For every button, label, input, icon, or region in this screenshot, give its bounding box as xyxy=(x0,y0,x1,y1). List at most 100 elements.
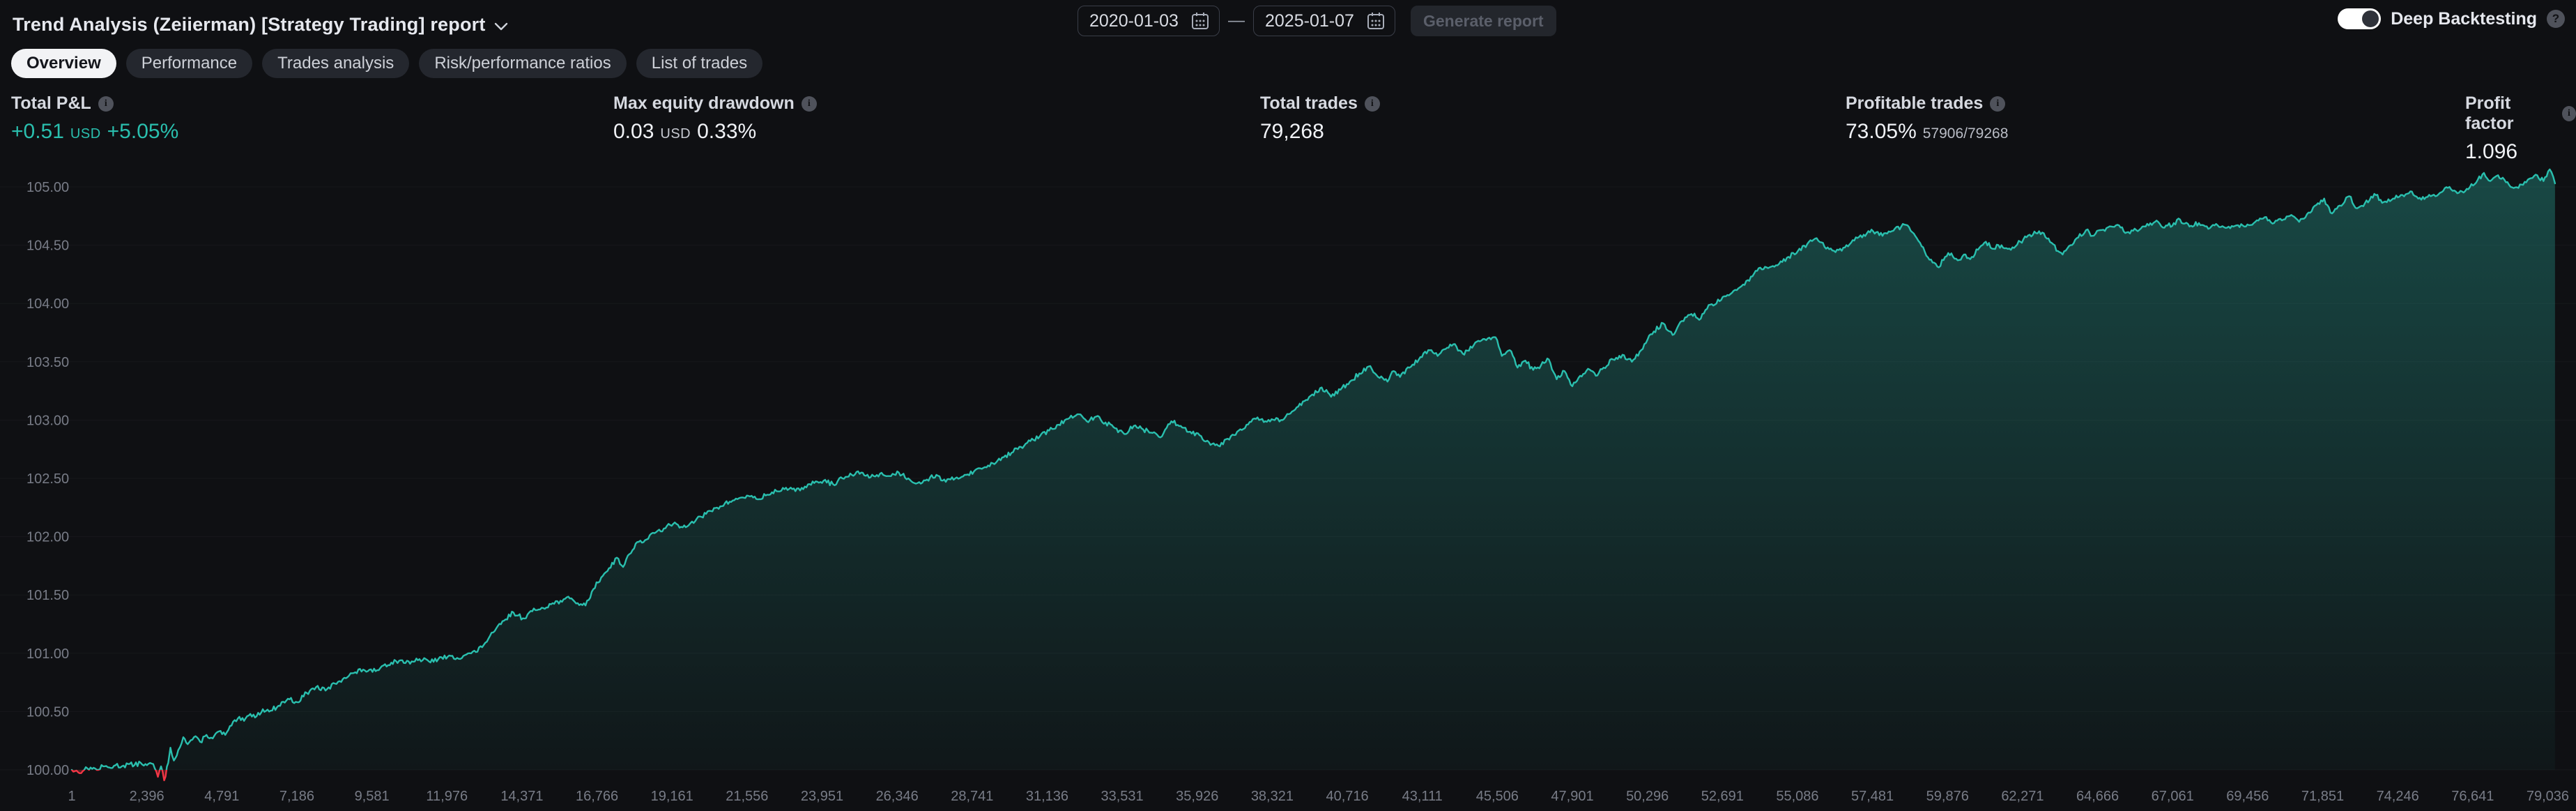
help-icon[interactable]: ? xyxy=(2547,10,2565,28)
info-icon[interactable]: i xyxy=(98,96,114,112)
y-tick-label: 100.00 xyxy=(26,763,69,778)
y-tick-label: 102.00 xyxy=(26,530,69,545)
stat-value: +0.51 xyxy=(11,120,64,143)
info-icon[interactable]: i xyxy=(2561,106,2576,121)
stat-fraction: 57906/79268 xyxy=(1922,126,2009,142)
x-tick-label: 71,851 xyxy=(2301,789,2344,804)
stat-secondary: +5.05% xyxy=(107,120,179,143)
x-tick-label: 11,976 xyxy=(426,789,468,804)
y-axis-labels: 105.00 104.50 104.00 103.50 103.00 102.50 102.… xyxy=(26,180,69,778)
x-tick-label: 69,456 xyxy=(2226,789,2269,804)
generate-report-button[interactable]: Generate report xyxy=(1411,6,1556,36)
stat-label: Profitable trades xyxy=(1846,93,1984,113)
tab-list-of-trades[interactable]: List of trades xyxy=(636,49,763,78)
x-tick-label: 14,371 xyxy=(500,789,543,804)
report-tabs: Overview Performance Trades analysis Ris… xyxy=(11,49,763,78)
info-icon[interactable]: i xyxy=(1990,96,2006,112)
y-tick-label: 104.50 xyxy=(26,238,69,254)
chevron-down-icon xyxy=(494,22,507,30)
x-tick-label: 9,581 xyxy=(355,789,390,804)
toggle-knob xyxy=(2362,10,2379,27)
stat-label: Total P&L xyxy=(11,93,91,113)
calendar-icon[interactable] xyxy=(1365,10,1386,31)
x-tick-label: 55,086 xyxy=(1776,789,1818,804)
stat-total-pnl: Total P&L i +0.51 USD +5.05% xyxy=(11,93,178,144)
equity-curve-chart[interactable]: 105.00 104.50 104.00 103.50 103.00 102.50 102.… xyxy=(0,142,2576,811)
x-tick-label: 67,061 xyxy=(2152,789,2194,804)
page-title: Trend Analysis (Zeiierman) [Strategy Tra… xyxy=(13,14,486,35)
x-axis-labels: 1 2,396 4,791 7,186 9,581 11,976 14,371 16,766 1… xyxy=(68,789,2569,804)
info-icon[interactable]: i xyxy=(1364,96,1380,112)
equity-area-fill xyxy=(72,169,2555,770)
x-tick-label: 16,766 xyxy=(576,789,618,804)
stat-value: 0.03 xyxy=(613,120,654,143)
tab-risk-performance-ratios[interactable]: Risk/performance ratios xyxy=(419,49,627,78)
date-to-input[interactable]: 2025-01-07 xyxy=(1253,6,1395,36)
x-tick-label: 2,396 xyxy=(130,789,164,804)
y-tick-label: 103.00 xyxy=(26,413,69,428)
stat-label: Max equity drawdown xyxy=(613,93,795,113)
stat-unit: USD xyxy=(70,126,101,142)
stat-value: 79,268 xyxy=(1260,120,1324,143)
stat-value: 1.096 xyxy=(2465,140,2518,163)
stat-total-trades: Total trades i 79,268 xyxy=(1260,93,1380,144)
tab-performance[interactable]: Performance xyxy=(125,49,253,78)
x-tick-label: 62,271 xyxy=(2001,789,2044,804)
x-tick-label: 4,791 xyxy=(204,789,239,804)
tab-trades-analysis[interactable]: Trades analysis xyxy=(262,49,410,78)
date-from-value: 2020-01-03 xyxy=(1089,10,1179,31)
x-tick-label: 79,036 xyxy=(2527,789,2569,804)
x-tick-label: 38,321 xyxy=(1251,789,1294,804)
x-tick-label: 21,556 xyxy=(726,789,768,804)
equity-line xyxy=(70,168,2556,770)
date-to-value: 2025-01-07 xyxy=(1265,10,1354,31)
x-tick-label: 1 xyxy=(68,789,75,804)
x-tick-label: 64,666 xyxy=(2076,789,2119,804)
equity-curve-svg[interactable]: 105.00 104.50 104.00 103.50 103.00 102.50 102.… xyxy=(0,142,2576,811)
stat-secondary: 0.33% xyxy=(697,120,757,143)
x-tick-label: 76,641 xyxy=(2451,789,2494,804)
x-tick-label: 31,136 xyxy=(1026,789,1068,804)
y-tick-label: 103.50 xyxy=(26,355,69,370)
stat-value: 73.05% xyxy=(1846,120,1917,143)
report-selector[interactable]: Trend Analysis (Zeiierman) [Strategy Tra… xyxy=(13,14,508,36)
x-tick-label: 74,246 xyxy=(2377,789,2419,804)
x-tick-label: 19,161 xyxy=(651,789,693,804)
date-from-input[interactable]: 2020-01-03 xyxy=(1078,6,1220,36)
x-tick-label: 40,716 xyxy=(1326,789,1368,804)
date-range-separator: — xyxy=(1228,11,1245,30)
stat-profit-factor: Profit factor i 1.096 xyxy=(2465,93,2576,164)
deep-backtesting-control: Deep Backtesting ? xyxy=(2338,8,2565,29)
calendar-icon[interactable] xyxy=(1190,10,1211,31)
stat-label: Total trades xyxy=(1260,93,1358,113)
stat-profitable-trades: Profitable trades i 73.05% 57906/79268 xyxy=(1846,93,2008,144)
deep-backtesting-toggle[interactable] xyxy=(2338,8,2382,29)
x-tick-label: 28,741 xyxy=(951,789,993,804)
deep-backtesting-label: Deep Backtesting xyxy=(2391,8,2537,29)
y-tick-label: 101.50 xyxy=(26,588,69,603)
info-icon[interactable]: i xyxy=(801,96,817,112)
x-tick-label: 52,691 xyxy=(1701,789,1744,804)
y-tick-label: 100.50 xyxy=(26,704,69,720)
y-tick-label: 105.00 xyxy=(26,180,69,195)
x-tick-label: 45,506 xyxy=(1476,789,1519,804)
x-tick-label: 59,876 xyxy=(1926,789,1969,804)
x-tick-label: 47,901 xyxy=(1551,789,1593,804)
y-tick-label: 102.50 xyxy=(26,471,69,487)
x-tick-label: 26,346 xyxy=(876,789,919,804)
x-tick-label: 7,186 xyxy=(279,789,314,804)
x-tick-label: 43,111 xyxy=(1402,789,1443,804)
tab-overview[interactable]: Overview xyxy=(11,49,116,78)
x-tick-label: 35,926 xyxy=(1176,789,1218,804)
y-tick-label: 104.00 xyxy=(26,296,69,312)
stat-max-drawdown: Max equity drawdown i 0.03 USD 0.33% xyxy=(613,93,817,144)
stat-label: Profit factor xyxy=(2465,93,2514,133)
x-tick-label: 23,951 xyxy=(801,789,843,804)
x-tick-label: 50,296 xyxy=(1626,789,1669,804)
date-range-controls: 2020-01-03 — 2025-01-07 Generate report xyxy=(1078,6,1556,36)
x-tick-label: 57,481 xyxy=(1851,789,1894,804)
y-tick-label: 101.00 xyxy=(26,646,69,662)
x-tick-label: 33,531 xyxy=(1101,789,1144,804)
stat-unit: USD xyxy=(660,126,691,142)
